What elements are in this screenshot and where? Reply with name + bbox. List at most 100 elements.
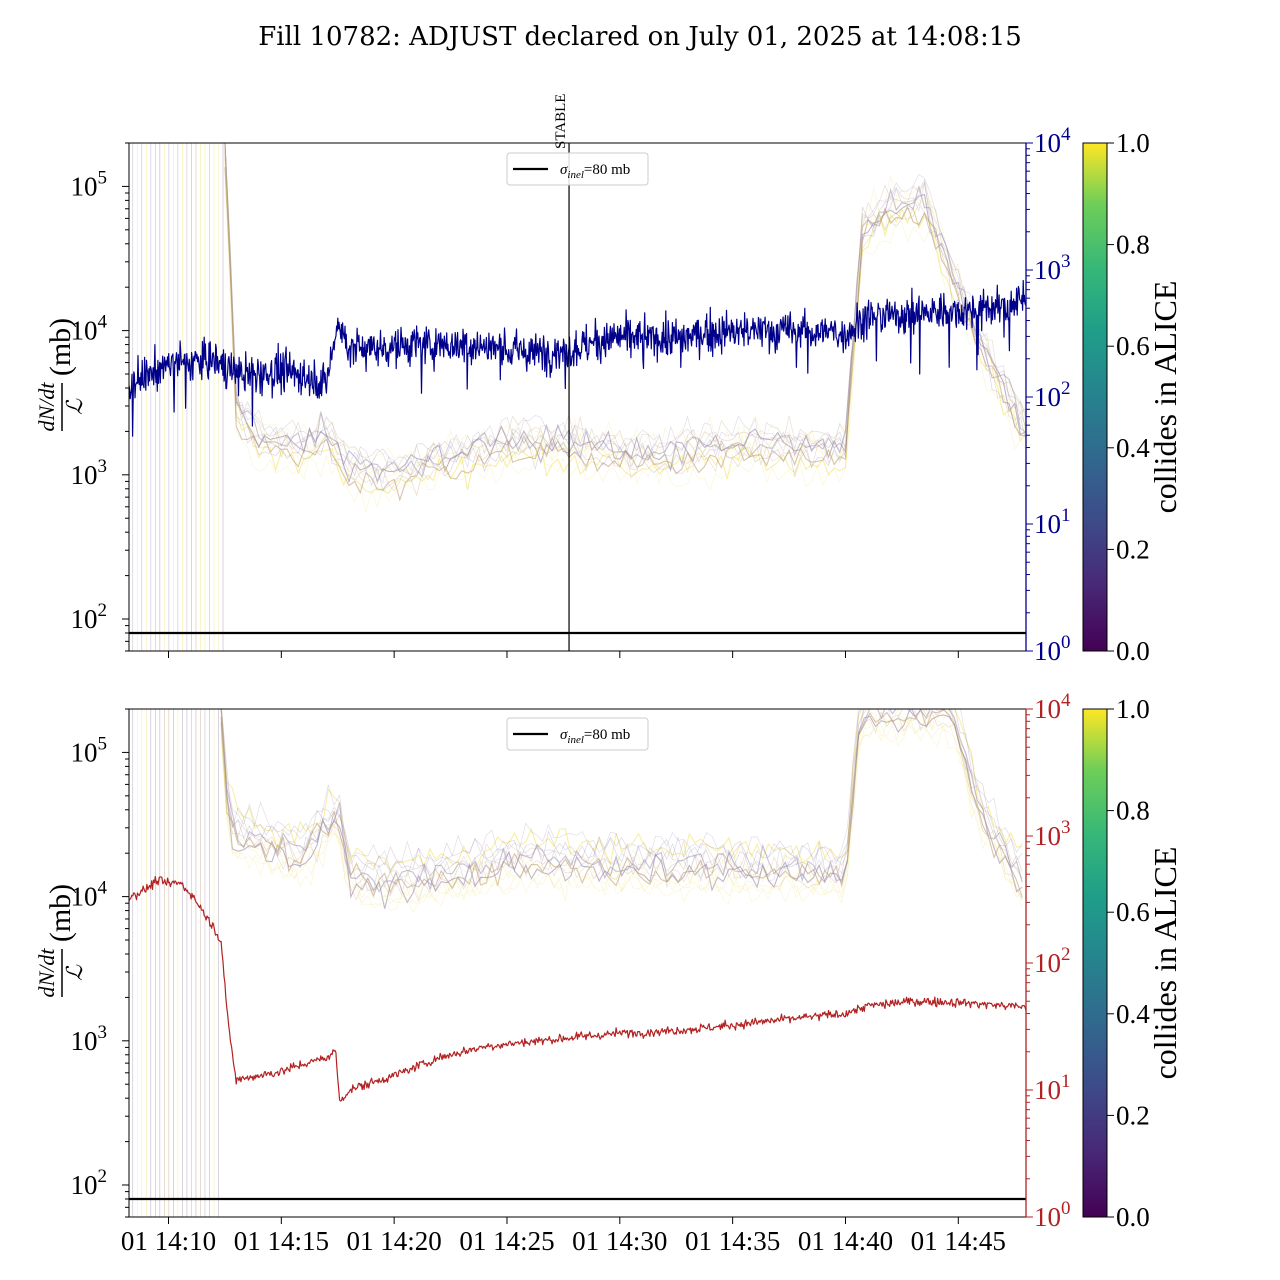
top-bunch-line (224, 143, 1026, 484)
top-ytick-base: 10 (71, 604, 98, 634)
top-bunch-line (224, 143, 1026, 478)
bottom-colorbar-tick-label: 1.0 (1116, 694, 1150, 724)
top-right-tick-exp: 2 (1061, 378, 1071, 399)
top-colorbar-tick-label: 0.6 (1116, 331, 1150, 361)
top-colorbar-tick-label: 0.4 (1116, 433, 1150, 463)
top-legend: σinel=80 mb (506, 152, 649, 186)
bottom-right-tick-base: 10 (1034, 948, 1061, 978)
top-right-tick-label: 102 (1034, 378, 1071, 412)
top-bunch-line (224, 143, 1026, 474)
top-ytick-base: 10 (71, 171, 98, 201)
top-colorbar-tick-label: 0.8 (1116, 230, 1150, 260)
bottom-ytick-base: 10 (71, 1026, 98, 1056)
bottom-ytick-base: 10 (71, 882, 98, 912)
bottom-right-tick-label: 100 (1034, 1198, 1071, 1232)
top-bunch-line (224, 143, 1026, 469)
bottom-bunch-line (221, 709, 1023, 874)
top-ytick-exp: 5 (98, 167, 108, 188)
bottom-ylabel-unit: (mb) (44, 884, 77, 942)
bottom-right-tick-base: 10 (1034, 1202, 1061, 1232)
bottom-colorbar-ticks: 0.0 0.2 0.4 0.6 0.8 1.0 (1107, 694, 1150, 1232)
top-right-tick-exp: 4 (1061, 124, 1071, 145)
bottom-colorbar-tick-label: 0.2 (1116, 1100, 1150, 1130)
top-right-tick-label: 101 (1034, 505, 1071, 539)
bottom-bunch-line (220, 709, 1023, 874)
top-legend-sigma: σ (560, 162, 568, 178)
top-ytick-label: 102 (71, 600, 108, 634)
bottom-xtick-label: 01 14:30 (572, 1226, 667, 1256)
top-right-tick-base: 10 (1034, 128, 1061, 158)
bottom-right-tick-label: 104 (1034, 690, 1071, 724)
bottom-bunch-line (220, 715, 1023, 914)
bottom-right-tick-label: 103 (1034, 817, 1071, 851)
bottom-xtick-label: 01 14:40 (798, 1226, 893, 1256)
bottom-legend-box (506, 717, 649, 751)
top-legend-label: σinel=80 mb (560, 162, 630, 181)
bottom-legend-label: σinel=80 mb (560, 727, 630, 746)
bottom-right-tick-exp: 3 (1061, 817, 1071, 838)
bottom-ytick-base: 10 (71, 737, 98, 767)
top-right-tick-label: 103 (1034, 251, 1071, 285)
bottom-right-series (129, 875, 1026, 1102)
bottom-ylabel-numerator: dN/dt (34, 948, 59, 998)
top-right-tick-exp: 1 (1061, 505, 1071, 526)
bottom-ytick-exp: 5 (98, 733, 108, 754)
bottom-ylabel: dN/dt ℒ (mb) (34, 884, 87, 998)
bottom-xtick-label: 01 14:35 (685, 1226, 780, 1256)
bottom-xtick-label: 01 14:45 (911, 1226, 1006, 1256)
top-ytick-label: 103 (71, 456, 108, 490)
bottom-ytick-exp: 4 (98, 878, 108, 899)
bottom-colorbar-gradient (1082, 708, 1108, 1218)
bottom-bunch-line (220, 709, 1023, 902)
top-ytick-label: 105 (71, 167, 108, 201)
top-right-tick-label: 104 (1034, 124, 1071, 158)
top-right-tick-exp: 3 (1061, 251, 1071, 272)
bottom-xtick-label: 01 14:10 (121, 1226, 216, 1256)
figure-title: Fill 10782: ADJUST declared on July 01, … (258, 22, 1022, 52)
top-ytick-base: 10 (71, 316, 98, 346)
top-ylabel-denominator: ℒ (62, 398, 87, 415)
bottom-colorbar-tick-label: 0.0 (1116, 1202, 1150, 1232)
top-right-tick-base: 10 (1034, 509, 1061, 539)
bottom-ytick-exp: 3 (98, 1022, 108, 1043)
top-colorbar-ticks: 0.0 0.2 0.4 0.6 0.8 1.0 (1107, 128, 1150, 666)
bottom-right-tick-exp: 1 (1061, 1071, 1071, 1092)
bottom-xtick-label: 01 14:15 (234, 1226, 329, 1256)
top-bunch-line (224, 158, 1026, 495)
bottom-xtick-label: 01 14:20 (347, 1226, 442, 1256)
bottom-bunch-line (220, 709, 1023, 900)
bottom-bunch-line (221, 709, 1023, 887)
bottom-right-tick-base: 10 (1034, 694, 1061, 724)
bottom-bunch-line (220, 709, 1023, 883)
bottom-bunch-lines (132, 709, 1023, 1217)
bottom-ytick-label: 103 (71, 1022, 108, 1056)
top-bunch-line (224, 143, 1026, 477)
bottom-right-tick-exp: 0 (1061, 1198, 1071, 1219)
top-bunch-line (224, 166, 1026, 513)
top-bunch-line (224, 143, 1026, 478)
top-right-series-line (129, 279, 1026, 437)
bottom-legend-rest: =80 mb (584, 727, 630, 743)
bottom-right-tick-label: 101 (1034, 1071, 1071, 1105)
bottom-bunch-line (220, 714, 1023, 906)
top-legend-sub: inel (567, 169, 584, 181)
top-right-tick-exp: 0 (1061, 632, 1071, 653)
top-ytick-label: 104 (71, 312, 108, 346)
top-colorbar: 0.0 0.2 0.4 0.6 0.8 1.0 collides in ALICE (1082, 128, 1183, 666)
bottom-plot-frame (128, 708, 1027, 1218)
top-legend-box (506, 152, 649, 186)
bottom-colorbar-tick-label: 0.6 (1116, 897, 1150, 927)
bottom-right-tick-base: 10 (1034, 1075, 1061, 1105)
bottom-ytick-label: 102 (71, 1166, 108, 1200)
top-ytick-exp: 2 (98, 600, 108, 621)
top-ytick-exp: 3 (98, 456, 108, 477)
top-bunch-line (224, 143, 1026, 472)
top-legend-rest: =80 mb (584, 162, 630, 178)
bottom-colorbar-tick-label: 0.8 (1116, 796, 1150, 826)
